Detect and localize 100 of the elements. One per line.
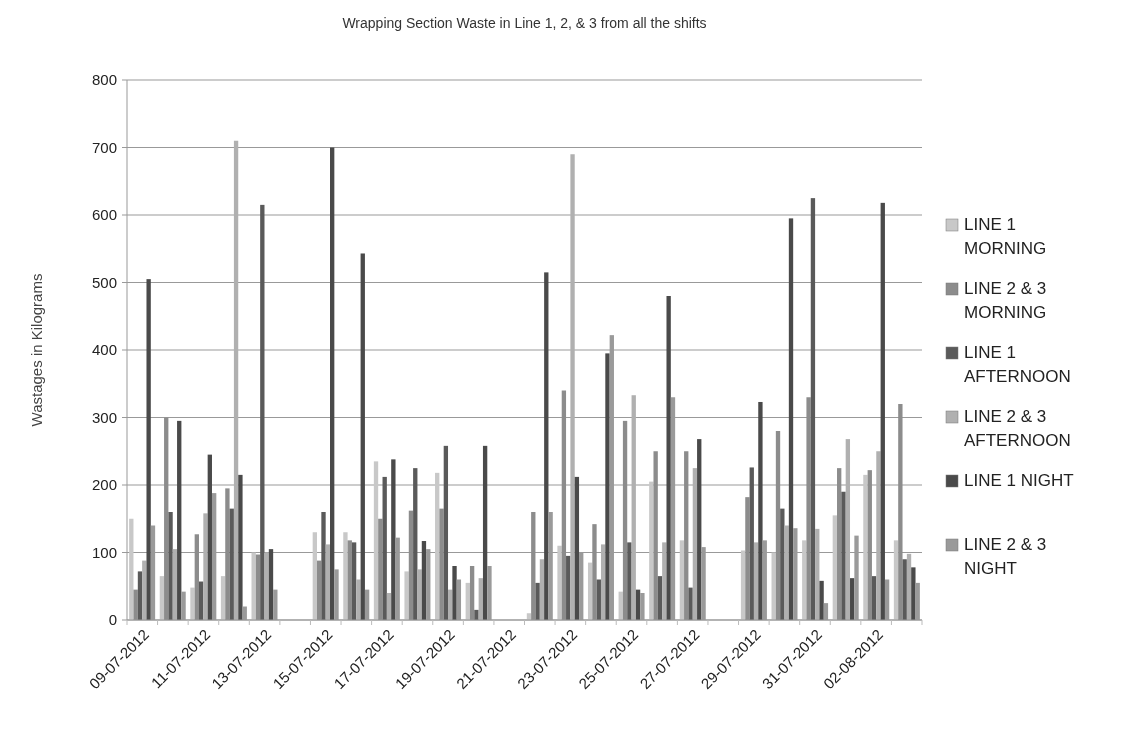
bar [592, 524, 597, 620]
bar [325, 544, 331, 620]
bar [413, 468, 418, 620]
bar [207, 454, 212, 620]
bar [649, 481, 654, 620]
bar [697, 439, 702, 620]
bar [133, 589, 138, 620]
bar [268, 549, 274, 620]
bar [343, 532, 348, 620]
y-tick-label: 200 [91, 476, 117, 494]
legend-label: LINE 2 & 3 NIGHT [964, 535, 1047, 578]
bar [574, 476, 580, 620]
bar [780, 508, 785, 620]
bar [662, 542, 667, 620]
y-tick-label: 300 [91, 408, 117, 426]
bar [260, 204, 265, 620]
legend-label: LINE 1 MORNING [964, 215, 1047, 258]
bar [906, 553, 912, 620]
bar [775, 431, 781, 620]
bar [837, 468, 842, 620]
bar [474, 609, 479, 620]
bar [605, 353, 610, 620]
bar [627, 542, 632, 620]
bar [421, 541, 427, 620]
bar [356, 579, 361, 620]
bar [203, 513, 208, 620]
bar [876, 451, 881, 620]
y-tick-label: 800 [91, 71, 117, 89]
bar [317, 560, 322, 620]
bar [347, 540, 352, 620]
bar [443, 445, 449, 620]
bar [452, 566, 457, 620]
bar [600, 544, 606, 620]
bar [351, 542, 357, 620]
bar [404, 571, 409, 620]
legend-label: LINE 2 & 3 AFTERNOON [964, 407, 1071, 450]
bar [312, 532, 318, 620]
bar [535, 582, 540, 620]
bar [544, 272, 549, 620]
bar [749, 467, 754, 620]
bar [321, 512, 326, 620]
bar [168, 512, 173, 620]
y-tick-label: 100 [91, 543, 117, 561]
bar [622, 420, 628, 620]
bar [378, 518, 383, 620]
bar [478, 578, 483, 620]
bar [382, 476, 387, 620]
bar [806, 397, 811, 620]
bar [194, 534, 199, 620]
y-tick-label: 400 [91, 341, 117, 359]
bar [360, 253, 365, 620]
bar [408, 510, 414, 620]
bar [784, 525, 789, 620]
y-tick-label: 600 [91, 206, 117, 224]
bar [745, 497, 750, 620]
bar [164, 417, 169, 620]
bar [898, 404, 903, 620]
bar [880, 202, 885, 620]
bar [469, 566, 475, 620]
bar [867, 470, 872, 620]
bar [146, 279, 151, 620]
chart-title: Wrapping Section Waste in Line 1, 2, & 3 from all the shifts [342, 15, 707, 31]
bar [758, 401, 763, 620]
bar [417, 569, 422, 620]
y-tick-label: 500 [91, 273, 117, 291]
bar [225, 488, 230, 620]
bar [841, 491, 846, 620]
bar [561, 390, 567, 620]
bar [753, 542, 759, 620]
bar [631, 395, 636, 620]
bar [666, 296, 671, 620]
bar [788, 218, 794, 620]
bar [531, 512, 536, 620]
bar [911, 567, 916, 620]
bar [740, 550, 746, 620]
bar [539, 559, 545, 620]
bar [832, 515, 838, 620]
bar [771, 552, 776, 620]
bar [264, 552, 269, 620]
bar [566, 555, 571, 620]
legend-label: LINE 1 NIGHT [964, 471, 1074, 490]
bar [657, 576, 663, 620]
bar [815, 528, 820, 620]
bar [172, 549, 178, 620]
bar [229, 508, 234, 620]
bar [159, 576, 165, 620]
bar [902, 559, 907, 620]
bar [684, 451, 689, 620]
bar [850, 578, 855, 620]
y-axis-title: Wastages in Kilograms [28, 273, 45, 427]
bar [845, 439, 851, 620]
bar [692, 468, 698, 620]
bar [557, 545, 562, 620]
bar [391, 459, 396, 620]
bar [238, 474, 243, 620]
bar [330, 147, 335, 620]
bar [653, 451, 658, 620]
bar [482, 445, 488, 620]
bar [810, 198, 816, 620]
legend-label: LINE 2 & 3 MORNING [964, 279, 1047, 322]
